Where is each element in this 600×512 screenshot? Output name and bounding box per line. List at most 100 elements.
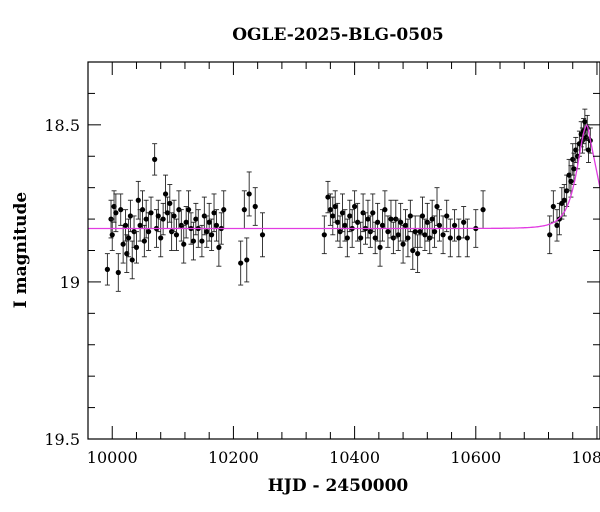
data-point-marker: [141, 238, 147, 244]
data-point: [164, 196, 170, 229]
data-point: [124, 234, 130, 273]
chart-title: OGLE-2025-BLG-0505: [232, 25, 444, 45]
data-point-marker: [143, 216, 149, 222]
data-point-marker: [585, 147, 592, 153]
data-point-marker: [566, 172, 572, 178]
data-point-marker: [429, 216, 435, 222]
data-point: [221, 190, 227, 229]
data-point-marker: [385, 229, 391, 235]
data-point-marker: [173, 232, 180, 238]
data-point: [171, 199, 177, 233]
data-point-marker: [118, 207, 124, 213]
data-point-marker: [238, 260, 244, 266]
data-point-marker: [456, 235, 462, 241]
data-point-marker: [327, 207, 333, 213]
data-point-marker: [444, 213, 450, 219]
data-point: [342, 209, 348, 242]
data-point-marker: [358, 235, 364, 241]
data-point-marker: [407, 213, 413, 219]
data-point: [327, 193, 333, 226]
data-point: [402, 209, 409, 242]
data-point-marker: [171, 213, 177, 219]
data-point: [141, 224, 147, 258]
data-point: [385, 215, 391, 248]
data-point-marker: [109, 232, 115, 238]
data-point: [431, 215, 438, 248]
data-point: [259, 212, 266, 258]
data-point: [407, 199, 413, 233]
x-tick-label: 10800: [572, 448, 600, 467]
x-tick-label: 10000: [87, 448, 138, 467]
data-point: [388, 199, 394, 239]
data-point: [213, 209, 220, 242]
data-point-marker: [246, 191, 252, 197]
data-point: [547, 215, 553, 255]
data-point-marker: [461, 219, 467, 225]
data-point: [321, 215, 327, 255]
data-point-marker: [209, 232, 215, 238]
data-point: [568, 165, 574, 198]
data-point-marker: [550, 203, 556, 210]
data-point-marker: [332, 203, 338, 210]
data-point-marker: [137, 222, 143, 228]
data-point-marker: [120, 241, 126, 247]
data-point-marker: [573, 147, 579, 153]
y-tick-label: 19: [60, 273, 80, 292]
data-point: [216, 228, 222, 267]
data-point: [398, 202, 404, 242]
data-point: [325, 180, 331, 214]
data-point-marker: [330, 213, 336, 219]
data-point: [444, 199, 450, 233]
data-point: [181, 224, 187, 264]
data-point-marker: [190, 238, 197, 244]
data-point: [400, 224, 406, 264]
data-point-marker: [139, 207, 146, 213]
y-axis: 18.5 19 19.5: [44, 61, 600, 449]
data-point: [335, 202, 341, 242]
data-point: [135, 180, 141, 220]
data-point: [372, 221, 378, 255]
data-point-marker: [122, 222, 129, 228]
data-point-marker: [431, 229, 438, 235]
data-point: [456, 218, 462, 258]
data-point-marker: [133, 244, 140, 250]
data-point-marker: [204, 229, 210, 235]
x-axis: 10000 10200 10400 10600 10800: [87, 62, 600, 467]
data-point: [122, 209, 129, 242]
data-point-marker: [104, 266, 110, 272]
data-point-marker: [164, 210, 170, 216]
data-point: [561, 184, 567, 217]
data-point: [415, 234, 421, 273]
data-point: [332, 190, 338, 223]
data-point: [461, 206, 467, 239]
data-point-marker: [422, 232, 428, 238]
data-point: [582, 108, 588, 135]
data-point-marker: [193, 216, 199, 222]
data-point-marker: [436, 222, 443, 228]
data-point: [104, 253, 110, 286]
data-point-marker: [554, 222, 560, 228]
data-point-marker: [321, 232, 327, 238]
data-point-marker: [148, 210, 154, 216]
data-point-marker: [417, 229, 423, 235]
data-point: [241, 190, 247, 229]
data-point-marker: [221, 207, 227, 213]
data-point: [440, 215, 446, 255]
data-point: [148, 196, 154, 229]
data-point-marker: [125, 235, 132, 241]
data-point-marker: [377, 244, 383, 250]
data-point: [573, 136, 579, 163]
data-point: [344, 218, 350, 258]
data-point: [160, 202, 166, 236]
data-point: [155, 199, 161, 233]
data-point-marker: [400, 241, 406, 247]
data-point-marker: [355, 219, 361, 225]
data-point: [115, 253, 121, 292]
data-point-marker: [410, 247, 416, 254]
data-point-marker: [568, 178, 574, 184]
data-point: [183, 206, 189, 239]
plot-area: [88, 108, 600, 292]
data-point: [395, 218, 401, 251]
data-point-marker: [405, 235, 411, 241]
